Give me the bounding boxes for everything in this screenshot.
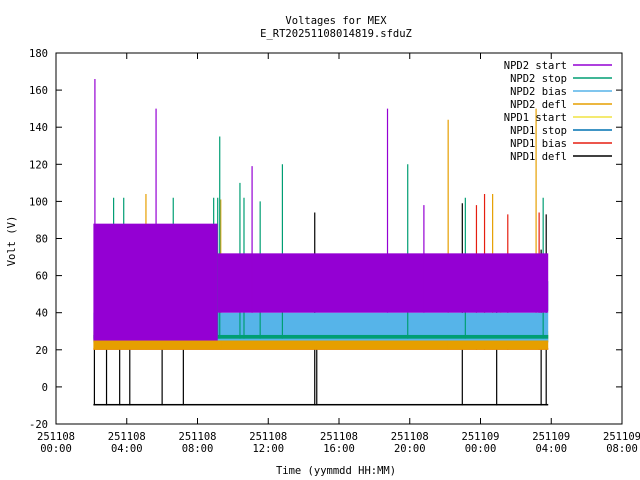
x-tick-label-time: 04:00 [535, 443, 567, 455]
series-band [93, 334, 549, 339]
plot-area [93, 78, 549, 406]
legend-entry-npd1-bias: NPD1 bias [510, 138, 612, 150]
y-tick-label: 60 [35, 271, 48, 283]
legend-label: NPD2 stop [510, 73, 567, 85]
x-tick-label-time: 04:00 [111, 443, 143, 455]
y-tick-label: 0 [42, 382, 48, 394]
x-tick-label-date: 251109 [532, 431, 570, 443]
legend-entry-npd2-start: NPD2 start [504, 60, 612, 72]
legend-entry-npd2-defl: NPD2 defl [510, 99, 612, 111]
legend-entry-npd1-start: NPD1 start [504, 112, 612, 124]
x-tick-label-date: 251108 [179, 431, 217, 443]
x-tick-label-date: 251109 [462, 431, 500, 443]
y-tick-label: 80 [35, 234, 48, 246]
series-band [217, 253, 549, 313]
legend-entry-npd1-defl: NPD1 defl [510, 151, 612, 163]
x-tick-label-time: 08:00 [182, 443, 214, 455]
legend-label: NPD1 defl [510, 151, 567, 163]
y-tick-label: 100 [29, 196, 48, 208]
x-tick-label-time: 20:00 [394, 443, 426, 455]
legend-entry-npd2-bias: NPD2 bias [510, 86, 612, 98]
y-tick-label: 160 [29, 85, 48, 97]
y-axis-label: Volt (V) [6, 216, 18, 267]
legend-label: NPD1 bias [510, 138, 567, 150]
x-tick-label-time: 12:00 [252, 443, 284, 455]
y-tick-label: 140 [29, 122, 48, 134]
x-tick-label-time: 00:00 [465, 443, 497, 455]
x-tick-label-date: 251108 [320, 431, 358, 443]
axes: -2002040608010012014016018025110800:0025… [29, 48, 640, 455]
y-tick-label: 120 [29, 159, 48, 171]
x-axis-label: Time (yymmdd HH:MM) [276, 465, 396, 477]
x-tick-label-date: 251108 [249, 431, 287, 443]
y-tick-label: 180 [29, 48, 48, 60]
legend-label: NPD2 start [504, 60, 567, 72]
chart-subtitle: E_RT20251108014819.sfduZ [260, 28, 412, 40]
legend-entry-npd2-stop: NPD2 stop [510, 73, 612, 85]
series-npd2-start [93, 78, 549, 341]
x-tick-label-time: 00:00 [40, 443, 72, 455]
x-tick-label-date: 251108 [391, 431, 429, 443]
legend-label: NPD1 start [504, 112, 567, 124]
x-tick-label-time: 08:00 [606, 443, 638, 455]
y-tick-label: 40 [35, 308, 48, 320]
x-tick-label-time: 16:00 [323, 443, 355, 455]
legend-label: NPD1 stop [510, 125, 567, 137]
series-band [93, 403, 549, 406]
legend-label: NPD2 defl [510, 99, 567, 111]
x-tick-label-date: 251108 [37, 431, 75, 443]
legend-label: NPD2 bias [510, 86, 567, 98]
x-tick-label-date: 251108 [108, 431, 146, 443]
legend-entry-npd1-stop: NPD1 stop [510, 125, 612, 137]
y-tick-label: 20 [35, 345, 48, 357]
chart-title: Voltages for MEX [285, 15, 387, 27]
y-tick-label: -20 [29, 419, 48, 431]
x-tick-label-date: 251109 [603, 431, 640, 443]
